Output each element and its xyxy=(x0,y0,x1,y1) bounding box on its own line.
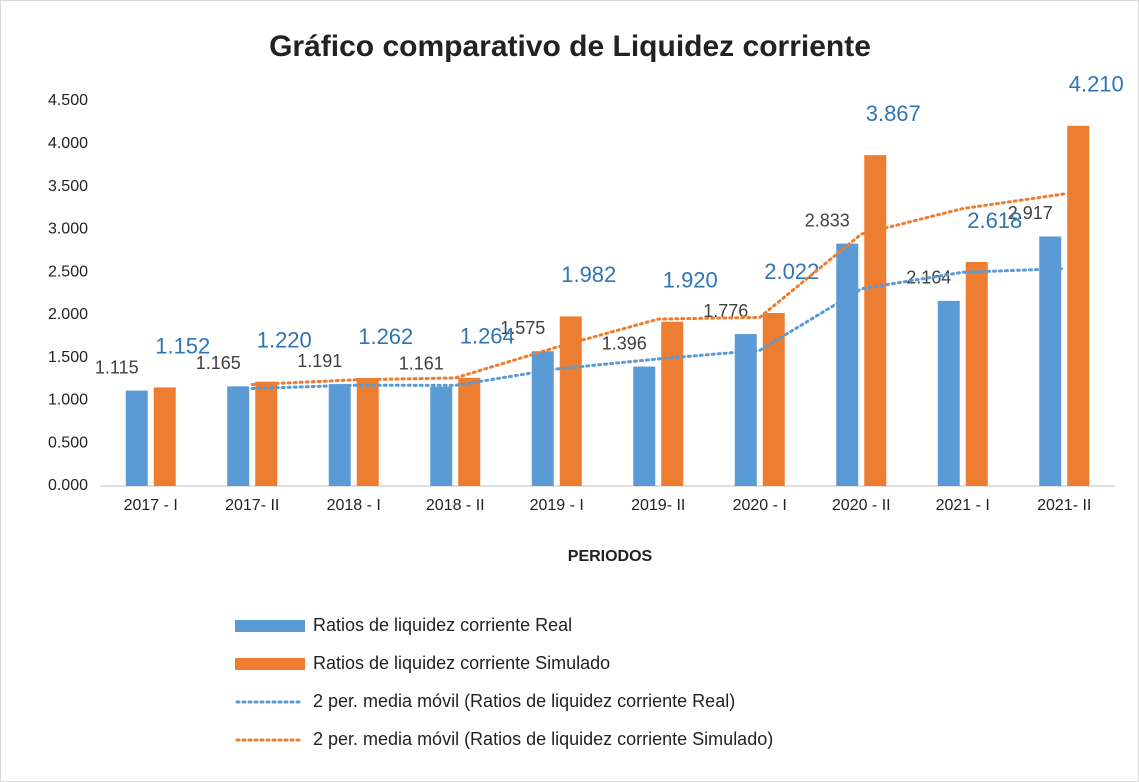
data-label: 1.262 xyxy=(358,324,413,349)
legend-swatch xyxy=(235,658,305,670)
y-tick-label: 4.000 xyxy=(48,135,88,152)
bar xyxy=(661,321,684,486)
data-label: 2.833 xyxy=(805,210,850,230)
x-tick-label: 2017 - I xyxy=(124,497,178,514)
y-tick-label: 3.500 xyxy=(48,178,88,195)
x-tick-label: 2018 - II xyxy=(426,497,485,514)
bar xyxy=(559,316,582,486)
bar xyxy=(937,300,960,486)
y-tick-label: 0.500 xyxy=(48,434,88,451)
x-tick-label: 2018 - I xyxy=(327,497,381,514)
legend-label: 2 per. media móvil (Ratios de liquidez c… xyxy=(313,691,735,711)
bar xyxy=(227,386,250,486)
data-label: 1.152 xyxy=(155,333,210,358)
bar xyxy=(430,386,453,486)
bar xyxy=(1039,236,1062,486)
data-label: 1.191 xyxy=(297,351,342,371)
data-label: 3.867 xyxy=(866,101,921,126)
data-label: 1.115 xyxy=(95,357,139,377)
legend-label: 2 per. media móvil (Ratios de liquidez c… xyxy=(313,729,773,749)
x-tick-label: 2017- II xyxy=(225,497,279,514)
x-tick-label: 2019 - I xyxy=(530,497,584,514)
bar xyxy=(1067,125,1090,487)
data-label: 1.264 xyxy=(460,324,515,349)
bar xyxy=(255,381,278,486)
data-label: 4.210 xyxy=(1069,72,1124,97)
x-tick-label: 2019- II xyxy=(631,497,685,514)
data-label: 2.917 xyxy=(1008,203,1053,223)
y-tick-label: 3.000 xyxy=(48,221,88,238)
y-tick-label: 1.500 xyxy=(48,349,88,366)
bar xyxy=(762,313,785,486)
bar xyxy=(633,366,656,486)
bar xyxy=(356,378,379,486)
legend-swatch xyxy=(235,620,305,632)
bar xyxy=(458,377,481,486)
x-tick-label: 2020 - II xyxy=(832,497,891,514)
bar xyxy=(153,387,176,486)
data-label: 1.396 xyxy=(602,333,647,353)
y-tick-label: 4.500 xyxy=(48,92,88,109)
data-label: 1.165 xyxy=(196,353,241,373)
y-tick-label: 1.000 xyxy=(48,392,88,409)
moving-average-line xyxy=(250,267,1066,390)
bar xyxy=(965,262,988,486)
moving-average-line xyxy=(250,192,1066,387)
y-tick-label: 2.500 xyxy=(48,263,88,280)
legend-label: Ratios de liquidez corriente Real xyxy=(313,615,572,635)
x-axis-title: PERIODOS xyxy=(568,548,653,565)
y-tick-label: 0.000 xyxy=(48,477,88,494)
legend-label: Ratios de liquidez corriente Simulado xyxy=(313,653,610,673)
x-tick-label: 2020 - I xyxy=(733,497,787,514)
data-label: 1.982 xyxy=(561,262,616,287)
data-label: 1.776 xyxy=(703,301,748,321)
data-label: 1.161 xyxy=(399,353,444,373)
data-label: 1.920 xyxy=(663,268,718,293)
bar xyxy=(125,390,148,486)
bar xyxy=(328,384,351,486)
bar xyxy=(864,155,887,486)
bar xyxy=(836,243,859,486)
data-label: 2.618 xyxy=(967,208,1022,233)
bar xyxy=(531,351,554,486)
bar xyxy=(734,334,757,486)
data-label: 2.022 xyxy=(764,259,819,284)
x-tick-label: 2021 - I xyxy=(936,497,990,514)
y-tick-label: 2.000 xyxy=(48,306,88,323)
data-label: 1.220 xyxy=(257,327,312,352)
data-label: 1.575 xyxy=(500,318,545,338)
chart-title: Gráfico comparativo de Liquidez corrient… xyxy=(269,30,871,63)
x-tick-label: 2021- II xyxy=(1037,497,1091,514)
